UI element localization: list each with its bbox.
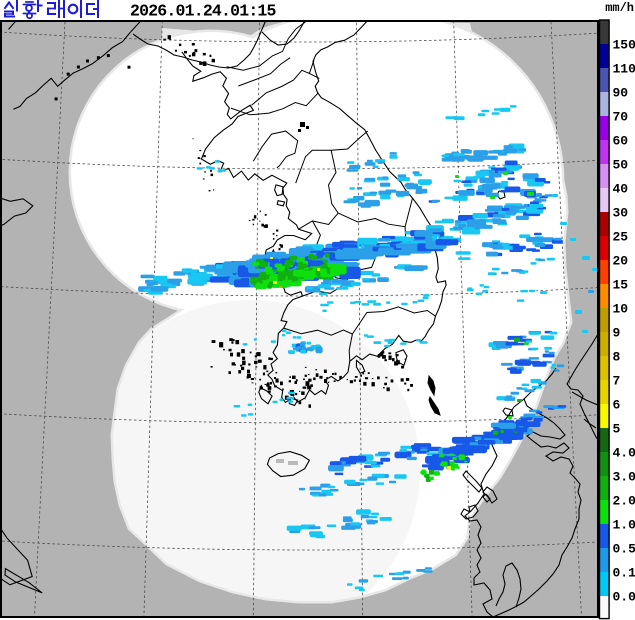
svg-text:90: 90	[613, 86, 629, 101]
svg-text:60: 60	[613, 134, 629, 149]
svg-text:0.0: 0.0	[613, 590, 635, 605]
svg-text:70: 70	[613, 110, 629, 125]
svg-text:6: 6	[613, 398, 621, 413]
svg-text:0.1: 0.1	[613, 566, 635, 581]
svg-text:1.0: 1.0	[613, 518, 635, 533]
svg-text:7: 7	[613, 374, 621, 389]
svg-text:110: 110	[613, 62, 635, 77]
svg-text:20: 20	[613, 254, 629, 269]
svg-text:50: 50	[613, 158, 629, 173]
svg-text:3.0: 3.0	[613, 470, 635, 485]
svg-text:40: 40	[613, 182, 629, 197]
svg-text:8: 8	[613, 350, 621, 365]
svg-text:5: 5	[613, 422, 621, 437]
svg-text:2.0: 2.0	[613, 494, 635, 509]
svg-text:150: 150	[613, 38, 635, 53]
svg-text:mm/h: mm/h	[605, 1, 634, 15]
svg-text:2026.01.24.01:15: 2026.01.24.01:15	[130, 2, 277, 21]
svg-text:9: 9	[613, 326, 621, 341]
svg-text:10: 10	[613, 302, 629, 317]
svg-text:15: 15	[613, 278, 629, 293]
svg-text:4.0: 4.0	[613, 446, 635, 461]
svg-text:30: 30	[613, 206, 629, 221]
svg-text:25: 25	[613, 230, 629, 245]
svg-text:0.5: 0.5	[613, 542, 635, 557]
